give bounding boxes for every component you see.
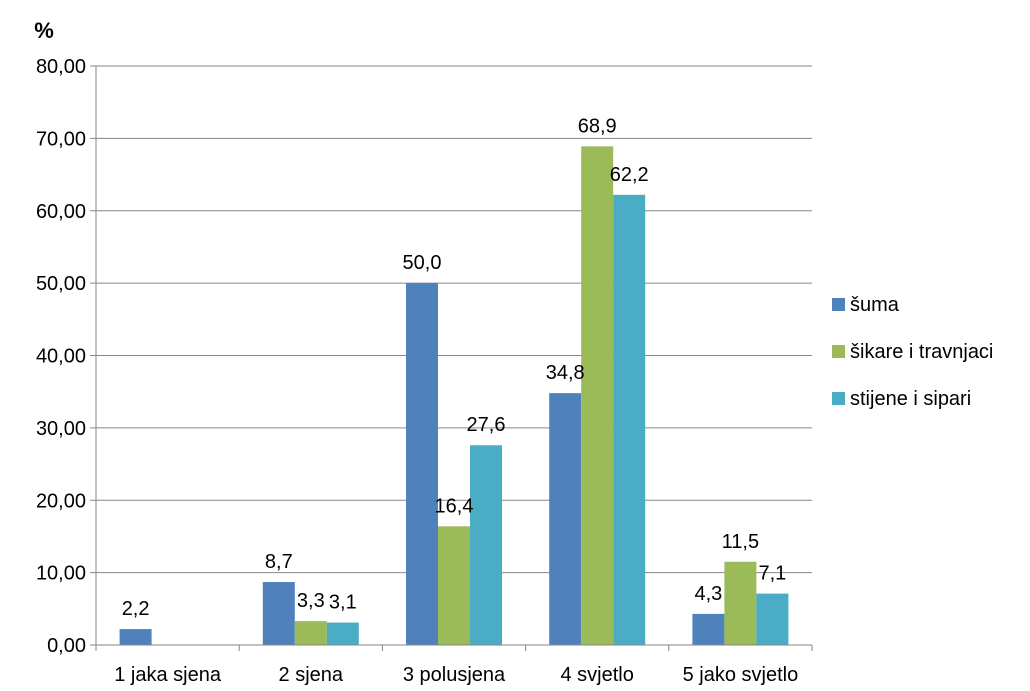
y-tick-label: 40,00: [36, 346, 86, 368]
data-labels: 2,2 8,73,3 3,1 50,0 16,4 27,6 34,8 68,9 62,2 4,3 1…: [122, 115, 787, 620]
data-label: 4,3: [694, 583, 722, 605]
data-label: 3,3: [297, 590, 325, 612]
legend-swatch: [832, 298, 845, 311]
x-tick-label: 4 svjetlo: [561, 664, 634, 686]
bar: [470, 445, 502, 645]
data-label: 62,2: [610, 164, 649, 186]
y-axis-label: %: [34, 18, 54, 43]
legend-label: šuma: [850, 294, 900, 316]
legend-swatch: [832, 345, 845, 358]
legend-label: stijene i sipari: [850, 388, 971, 410]
data-label: 11,5: [722, 531, 759, 553]
legend-label: šikare i travnjaci: [850, 341, 993, 363]
bar: [724, 561, 757, 645]
bars: [119, 146, 789, 645]
data-label: 34,8: [546, 362, 585, 384]
bar: [119, 629, 152, 645]
bar: [326, 622, 359, 645]
data-label: 3,1: [329, 592, 357, 614]
y-tick-label: 30,00: [36, 418, 86, 440]
legend-swatch: [832, 392, 845, 405]
data-label: 50,0: [403, 252, 442, 274]
y-tick-label: 70,00: [36, 128, 86, 150]
bar: [549, 393, 582, 645]
bar: [294, 621, 327, 645]
data-label: 16,4: [435, 495, 474, 517]
y-tick-label: 60,00: [36, 201, 86, 223]
y-axis-ticks: 0,00 10,00 20,00 30,00 40,00 50,00 60,00 70,00 8…: [36, 56, 86, 657]
y-tick-label: 0,00: [47, 635, 86, 657]
bar: [581, 146, 614, 645]
axes: [95, 66, 813, 651]
bar: [613, 194, 646, 645]
bar: [438, 526, 470, 645]
y-tick-label: 50,00: [36, 273, 86, 295]
legend: šuma šikare i travnjaci stijene i sipari: [832, 294, 993, 410]
x-tick-label: 3 polusjena: [403, 664, 506, 686]
y-tick-label: 20,00: [36, 490, 86, 512]
data-label: 8,7: [265, 551, 293, 573]
y-tick-label: 10,00: [36, 563, 86, 585]
x-tick-label: 5 jako svjetlo: [683, 664, 799, 686]
data-label: 68,9: [578, 115, 617, 137]
x-tick-label: 1 jaka sjena: [114, 664, 222, 686]
bar: [756, 593, 789, 645]
gridlines: [90, 65, 812, 646]
bar: [262, 582, 295, 645]
x-axis-ticks: 1 jaka sjena 2 sjena 3 polusjena 4 svjetlo 5…: [114, 664, 798, 686]
bar: [692, 613, 725, 645]
data-label: 7,1: [758, 563, 786, 585]
data-label: 2,2: [122, 598, 150, 620]
data-label: 27,6: [467, 414, 506, 436]
bar: [406, 283, 438, 645]
x-tick-label: 2 sjena: [279, 664, 344, 686]
y-tick-label: 80,00: [36, 56, 86, 78]
